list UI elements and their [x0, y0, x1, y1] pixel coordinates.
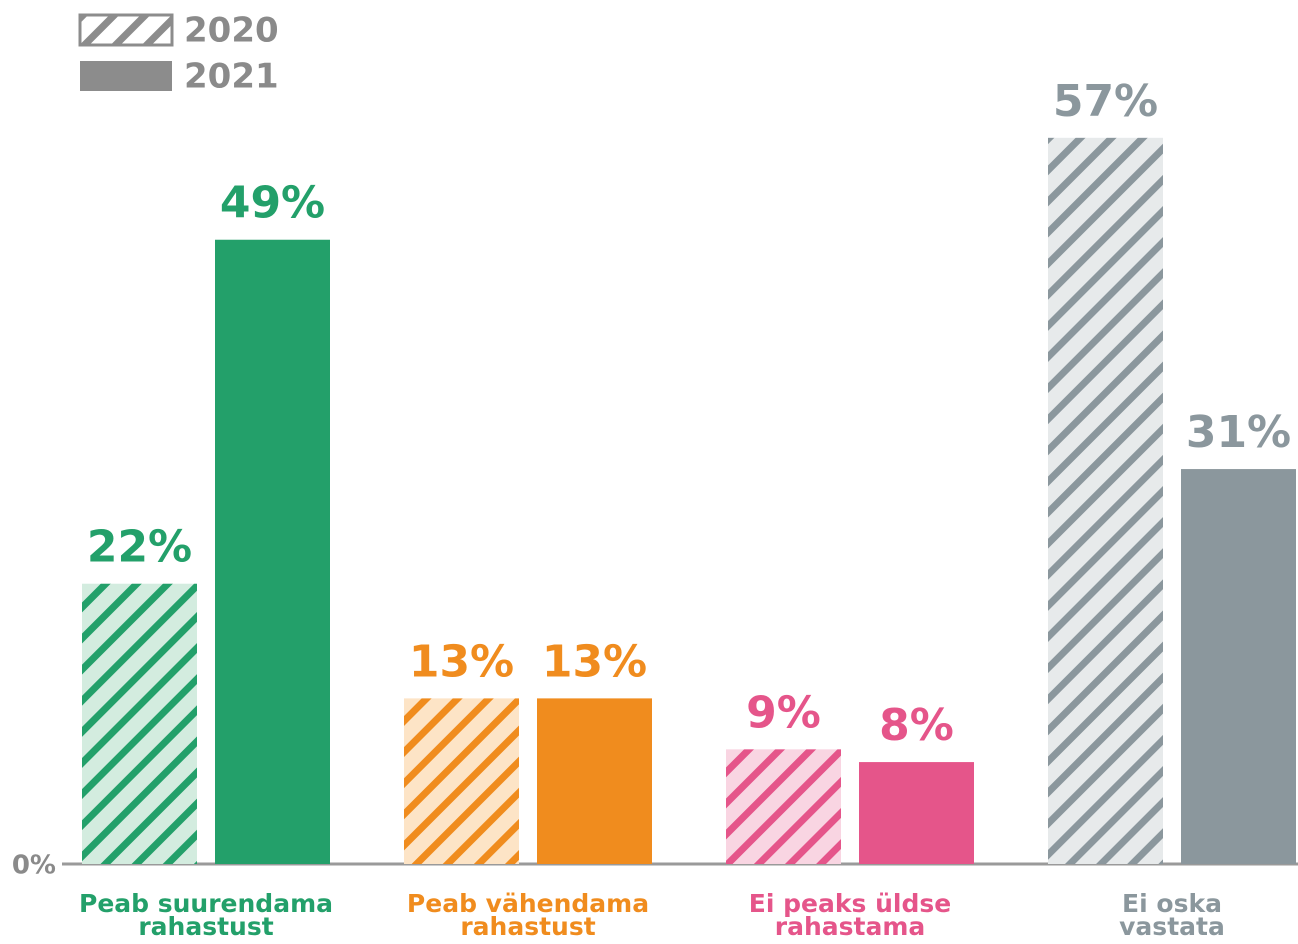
- value-label: 57%: [1053, 76, 1158, 127]
- bar: [537, 698, 652, 864]
- value-label: 13%: [542, 636, 647, 687]
- value-label: 31%: [1186, 407, 1291, 458]
- bar: [859, 762, 974, 864]
- value-label: 49%: [220, 178, 325, 229]
- bar: [726, 749, 841, 864]
- value-label: 9%: [746, 687, 821, 738]
- y-tick-label: 0%: [12, 851, 56, 881]
- x-tick-label: Peab vähendama rahastust: [406, 889, 650, 941]
- bar: [404, 698, 519, 864]
- legend-label: 2021: [184, 57, 279, 97]
- x-tick-label: Ei oska vastata: [1119, 889, 1225, 941]
- x-tick-label: Ei peaks üldse rahastama: [748, 889, 952, 941]
- x-tick-label: Peab suurendama rahastust: [79, 889, 333, 941]
- value-label: 13%: [409, 636, 514, 687]
- legend-swatch: [78, 13, 174, 47]
- bar: [215, 239, 330, 865]
- legend-swatch: [80, 61, 172, 91]
- value-label: 22%: [87, 522, 192, 573]
- bar: [82, 583, 197, 864]
- legend-label: 2020: [184, 11, 279, 51]
- bar: [1048, 137, 1163, 864]
- value-label: 8%: [879, 700, 954, 751]
- bar: [1181, 469, 1296, 864]
